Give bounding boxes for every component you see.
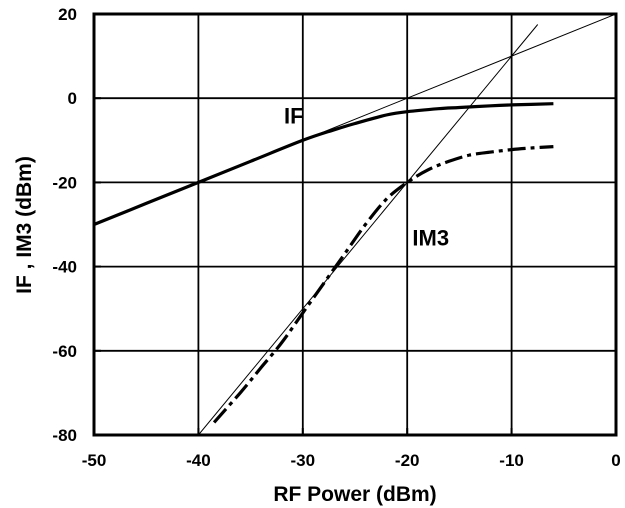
series-annotation: IM3	[412, 226, 449, 251]
series-annotation: IF	[284, 103, 304, 128]
y-tick-label: -40	[52, 258, 77, 277]
x-axis-title: RF Power (dBm)	[273, 483, 436, 506]
x-tick-label: -40	[186, 451, 211, 470]
x-tick-label: -30	[291, 451, 316, 470]
x-tick-label: -20	[395, 451, 420, 470]
plot-series	[94, 14, 616, 435]
reference-line	[198, 24, 539, 435]
y-axis-ticks: -80 -60 -40 -20 0 20	[52, 5, 101, 445]
reference-line	[94, 14, 616, 225]
y-tick-label: 0	[68, 89, 77, 108]
annotations: IF IM3	[284, 103, 449, 250]
x-tick-label: -10	[499, 451, 524, 470]
y-tick-label: -80	[52, 426, 77, 445]
grid-lines	[94, 14, 616, 435]
x-tick-label: 0	[611, 451, 620, 470]
y-axis-title: IF , IM3 (dBm)	[13, 156, 36, 294]
plot-frame	[92, 12, 618, 437]
x-tick-label: -50	[82, 451, 107, 470]
x-axis-ticks: -50 -40 -30 -20 -10 0	[82, 428, 621, 470]
y-tick-label: -20	[52, 173, 77, 192]
y-tick-label: 20	[58, 5, 77, 24]
im3-curve	[212, 145, 554, 424]
if-curve	[94, 102, 554, 226]
y-tick-label: -60	[52, 342, 77, 361]
